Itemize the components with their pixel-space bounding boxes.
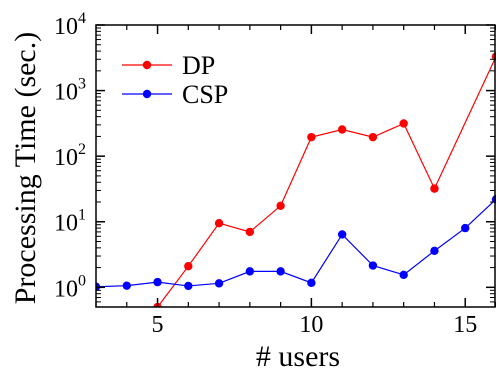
- x-axis-label: # users: [256, 340, 340, 369]
- y-tick-label: 102: [54, 141, 86, 171]
- data-point-csp: [214, 279, 224, 288]
- data-point-csp: [430, 246, 439, 256]
- legend-label-csp: CSP: [182, 80, 228, 109]
- legend: DP CSP: [122, 51, 228, 109]
- x-tick-label: 15: [453, 312, 477, 338]
- legend-label-dp: DP: [182, 51, 215, 80]
- axes: 5 10 15 100 101 102 103 104: [54, 10, 496, 338]
- y-tick-label: 101: [54, 207, 86, 237]
- x-tick-label: 5: [152, 312, 164, 338]
- data-point-csp: [337, 230, 347, 239]
- plot-area: [96, 52, 496, 307]
- data-point-dp: [430, 184, 439, 193]
- data-point-csp: [276, 267, 285, 276]
- y-tick-label: 104: [54, 10, 86, 40]
- data-point-csp: [245, 267, 255, 276]
- data-point-csp: [461, 223, 470, 233]
- legend-marker-csp: [142, 89, 152, 99]
- series-line-csp: [96, 198, 496, 288]
- data-point-dp: [214, 219, 224, 228]
- data-point-dp: [337, 125, 347, 134]
- data-point-csp: [153, 277, 162, 287]
- data-point-csp: [368, 261, 378, 270]
- x-tick-label: 10: [299, 312, 323, 338]
- legend-marker-dp: [142, 60, 152, 70]
- data-point-dp: [399, 119, 408, 128]
- y-axis-label: Processing Time (sec.): [9, 32, 42, 305]
- y-tick-label: 103: [54, 76, 86, 106]
- data-point-csp: [184, 281, 193, 291]
- data-point-csp: [122, 281, 131, 290]
- data-point-dp: [307, 132, 316, 142]
- data-point-csp: [399, 270, 408, 280]
- data-point-csp: [307, 278, 316, 288]
- data-point-dp: [245, 227, 255, 237]
- data-point-dp: [184, 261, 193, 271]
- series-line-dp: [156, 56, 496, 307]
- data-point-dp: [368, 132, 378, 142]
- plot-frame: [95, 24, 496, 308]
- data-point-dp: [276, 201, 285, 211]
- y-tick-label: 100: [54, 272, 86, 302]
